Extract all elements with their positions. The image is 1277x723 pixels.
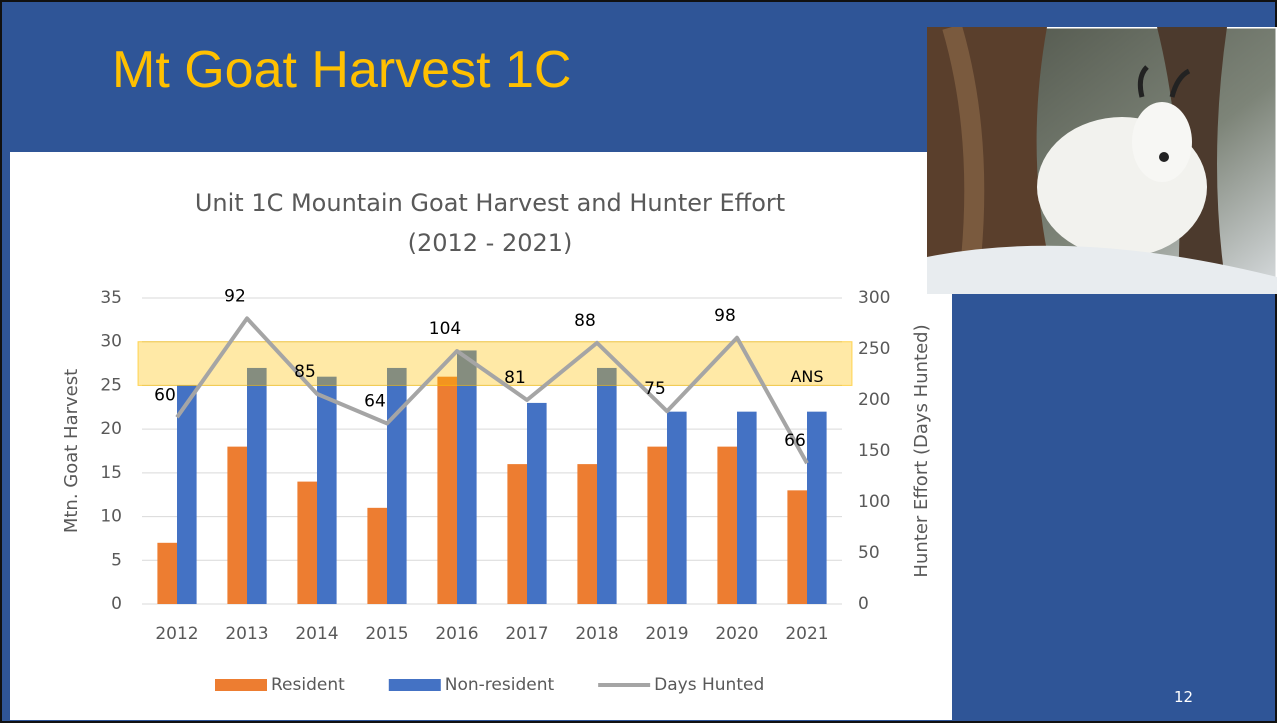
legend-label: Days Hunted bbox=[654, 675, 764, 695]
point-label: 60 bbox=[154, 385, 176, 405]
bar bbox=[717, 446, 737, 604]
point-label: 104 bbox=[429, 319, 461, 339]
legend-label: Resident bbox=[271, 675, 345, 695]
bar bbox=[297, 481, 317, 604]
y-tick-label: 10 bbox=[100, 507, 122, 527]
bar bbox=[597, 367, 617, 604]
x-tick-label: 2014 bbox=[295, 624, 338, 644]
bar bbox=[317, 376, 337, 604]
bar bbox=[647, 446, 667, 604]
x-tick-label: 2015 bbox=[365, 624, 408, 644]
annotation: ANS bbox=[790, 367, 823, 386]
bar bbox=[737, 411, 757, 604]
y-tick-label: 35 bbox=[100, 288, 122, 308]
legend-label: Non-resident bbox=[445, 675, 555, 695]
goat-photo bbox=[927, 27, 1277, 294]
y-tick-label: 5 bbox=[111, 550, 122, 570]
y2-axis-label: Hunter Effort (Days Hunted) bbox=[911, 324, 932, 577]
legend-swatch bbox=[215, 679, 267, 691]
bar bbox=[667, 411, 687, 604]
x-tick-label: 2020 bbox=[715, 624, 758, 644]
point-label: 85 bbox=[294, 362, 316, 382]
point-label: 81 bbox=[504, 368, 526, 388]
y2-tick-label: 250 bbox=[858, 339, 890, 359]
chart: Unit 1C Mountain Goat Harvest and Hunter… bbox=[10, 152, 952, 720]
bar bbox=[387, 367, 407, 604]
bar bbox=[807, 411, 827, 604]
y2-tick-label: 50 bbox=[858, 543, 880, 563]
y-tick-label: 30 bbox=[100, 332, 122, 352]
slide-title: Mt Goat Harvest 1C bbox=[112, 41, 572, 99]
bar bbox=[507, 464, 527, 604]
x-tick-label: 2017 bbox=[505, 624, 548, 644]
bar bbox=[787, 490, 807, 604]
bar bbox=[227, 446, 247, 604]
legend-swatch bbox=[388, 679, 441, 691]
chart-background bbox=[10, 152, 952, 720]
line bbox=[175, 316, 809, 465]
y-tick-label: 0 bbox=[111, 594, 122, 614]
point-label: 75 bbox=[644, 379, 666, 399]
x-tick-label: 2012 bbox=[155, 624, 198, 644]
y2-tick-label: 200 bbox=[858, 390, 890, 410]
chart-title: (2012 - 2021) bbox=[408, 229, 573, 257]
point-label: 88 bbox=[574, 311, 596, 331]
point-label: 98 bbox=[714, 306, 736, 326]
bar bbox=[367, 507, 387, 604]
y2-tick-label: 100 bbox=[858, 492, 890, 512]
x-tick-label: 2016 bbox=[435, 624, 478, 644]
x-tick-label: 2021 bbox=[785, 624, 828, 644]
bar bbox=[437, 376, 457, 604]
point-label: 92 bbox=[224, 286, 246, 306]
bar bbox=[247, 367, 267, 604]
y2-tick-label: 300 bbox=[858, 288, 890, 308]
y-tick-label: 20 bbox=[100, 419, 122, 439]
y2-tick-label: 150 bbox=[858, 441, 890, 461]
bar bbox=[157, 542, 177, 604]
y-tick-label: 25 bbox=[100, 375, 122, 395]
y-tick-label: 15 bbox=[100, 463, 122, 483]
bar bbox=[527, 402, 547, 604]
bar bbox=[177, 385, 197, 604]
x-tick-label: 2013 bbox=[225, 624, 268, 644]
bar bbox=[457, 350, 477, 604]
point-label: 66 bbox=[784, 431, 806, 451]
page-number: 12 bbox=[1174, 688, 1194, 706]
chart-title: Unit 1C Mountain Goat Harvest and Hunter… bbox=[195, 189, 785, 217]
bar bbox=[577, 464, 597, 604]
y-axis-label: Mtn. Goat Harvest bbox=[61, 369, 82, 533]
y2-tick-label: 0 bbox=[858, 594, 869, 614]
x-tick-label: 2019 bbox=[645, 624, 688, 644]
point-label: 64 bbox=[364, 391, 386, 411]
x-tick-label: 2018 bbox=[575, 624, 618, 644]
